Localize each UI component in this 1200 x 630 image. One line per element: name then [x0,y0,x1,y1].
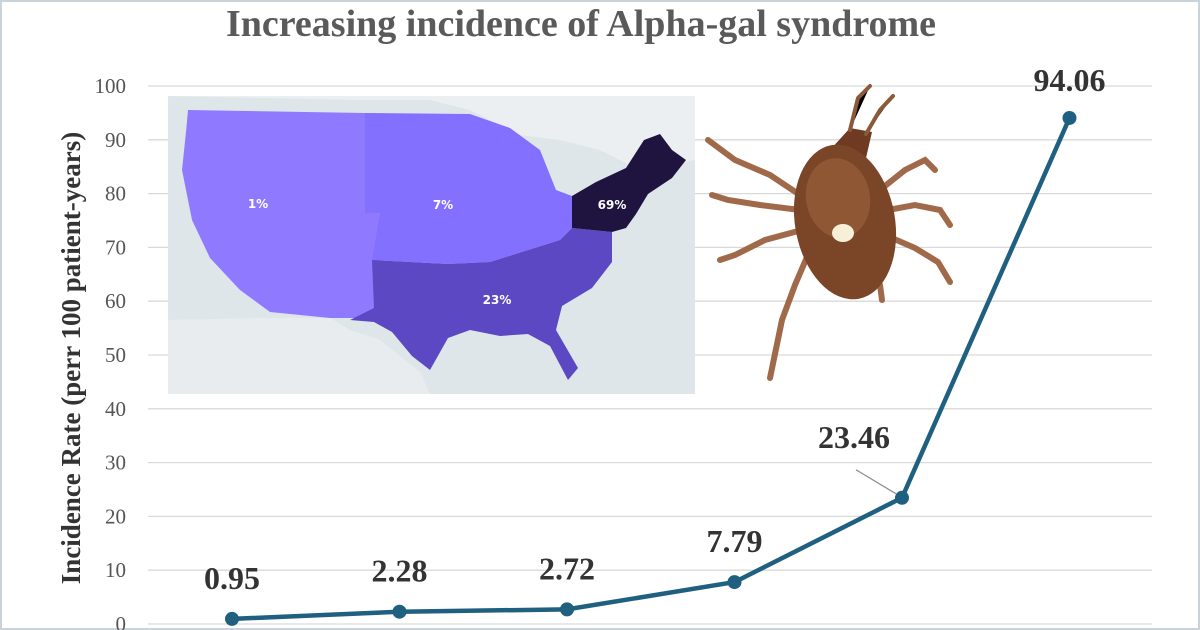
data-point [225,611,239,626]
y-tick-label: 20 [105,504,126,528]
tick-legs [705,137,953,381]
map-label-south: 23% [483,293,512,307]
data-line [225,110,1077,626]
data-label: 94.06 [1034,62,1106,98]
y-tick-label: 80 [105,182,126,206]
tick-antennae [848,84,895,136]
us-region-map: 1% 7% 23% 69% [168,96,695,394]
data-point [392,604,407,619]
data-point [895,490,909,505]
map-canada-land [168,96,695,170]
y-tick-label: 90 [105,128,126,152]
data-label: 23.46 [818,419,890,455]
y-tick-label: 100 [95,74,127,98]
data-point [727,575,742,590]
y-tick-label: 50 [105,343,126,367]
series-line [231,117,1072,622]
map-label-northeast: 69% [598,198,627,212]
map-region-west [182,110,380,318]
data-point [1062,110,1077,125]
data-label: 2.28 [372,553,428,589]
map-region-midwest [365,113,572,264]
y-tick-label: 40 [105,397,126,421]
tick-scutum [805,158,871,238]
map-mexico-land [168,318,430,394]
y-tick-label: 60 [105,289,126,313]
tick-white-spot [832,224,854,242]
leader-line [855,469,897,495]
data-label: 7.79 [707,523,763,559]
tick-insect-image [705,84,953,381]
data-label: 2.72 [539,550,595,586]
chart-title: Increasing incidence of Alpha-gal syndro… [226,3,936,45]
y-tick-labels: 0 10 20 30 40 50 60 70 80 90 100 [95,74,127,630]
y-axis-label: Incidence Rate (perr 100 patient-years) [56,132,86,584]
map-region-northeast [572,134,686,232]
map-label-west: 1% [248,197,268,211]
map-region-south [350,228,612,380]
y-tick-label: 70 [105,235,126,259]
y-tick-label: 0 [116,612,127,630]
y-tick-label: 10 [105,558,126,582]
data-labels: 0.95 2.28 2.72 7.79 23.46 94.06 [204,62,1106,596]
data-label: 0.95 [204,560,260,596]
map-label-midwest: 7% [433,198,453,212]
y-tick-label: 30 [105,451,126,475]
data-point [560,602,574,617]
